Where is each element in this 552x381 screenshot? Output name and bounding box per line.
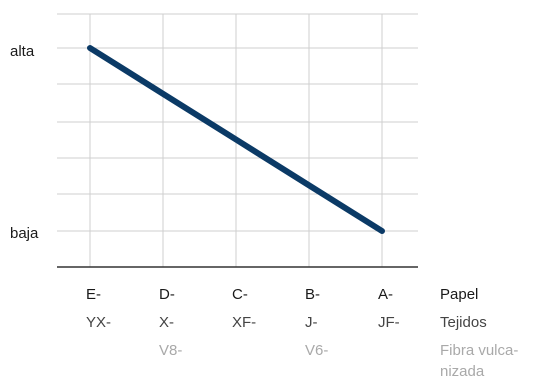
- x-tick-label-3-row3: V6-: [305, 342, 328, 359]
- x-tick-label-2-row1: C-: [232, 286, 248, 303]
- x-tick-label-0-row1: E-: [86, 286, 101, 303]
- x-tick-label-3-row2: J-: [305, 314, 318, 331]
- grid: [57, 13, 418, 267]
- x-tick-label-0-row2: YX-: [86, 314, 111, 331]
- series-line-0: [87, 45, 385, 234]
- x-tick-label-3-row1: B-: [305, 286, 320, 303]
- legend-fibra-vulca: Fibra vulca-: [440, 342, 518, 359]
- x-tick-label-4-row2: JF-: [378, 314, 400, 331]
- x-tick-label-4-row1: A-: [378, 286, 393, 303]
- x-tick-label-1-row1: D-: [159, 286, 175, 303]
- x-tick-label-1-row3: V8-: [159, 342, 182, 359]
- legend-tejidos: Tejidos: [440, 314, 487, 331]
- x-tick-label-2-row2: XF-: [232, 314, 256, 331]
- x-tick-label-1-row2: X-: [159, 314, 174, 331]
- legend-nizada: nizada: [440, 363, 485, 380]
- legend-papel: Papel: [440, 286, 478, 303]
- y-tick-label-alta: alta: [10, 43, 35, 60]
- series: [87, 45, 385, 234]
- y-tick-label-baja: baja: [10, 225, 39, 242]
- x-tick-labels: E- YX- D- X- V8- C- XF- B- J- V6- A- JF-: [86, 286, 400, 359]
